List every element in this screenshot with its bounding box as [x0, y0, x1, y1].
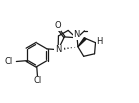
- Text: Cl: Cl: [33, 76, 42, 85]
- Polygon shape: [78, 38, 86, 47]
- Text: Cl: Cl: [4, 57, 13, 66]
- Text: N: N: [55, 45, 61, 54]
- Text: H: H: [96, 37, 103, 46]
- Text: N: N: [74, 30, 80, 39]
- Text: O: O: [54, 21, 61, 30]
